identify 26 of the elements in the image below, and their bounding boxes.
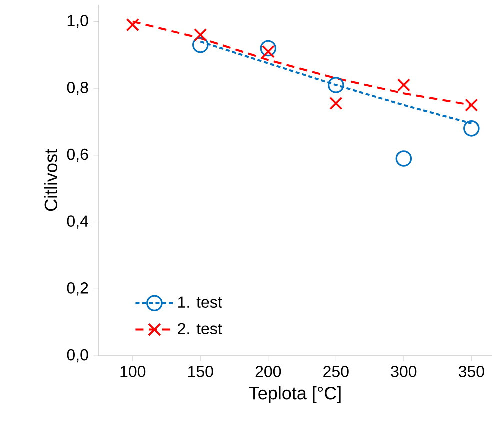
x-tick-label: 100	[120, 366, 146, 378]
point	[260, 40, 277, 57]
point	[464, 120, 480, 137]
y-tick-label: 0,0	[67, 349, 88, 363]
point	[330, 97, 343, 110]
legend-label: 2. test	[178, 323, 222, 335]
y-tick-label: 0,6	[67, 148, 88, 162]
point	[192, 36, 209, 54]
x-tick-label: 200	[256, 366, 282, 378]
x-tick-label: 250	[324, 366, 349, 378]
point	[465, 98, 478, 112]
point	[396, 150, 412, 167]
y-tick-label: 0,4	[67, 216, 88, 229]
legend-label: 1. test	[178, 296, 222, 308]
x-tick-label: 350	[458, 366, 484, 378]
x-axis-title: Teplota [°C]	[249, 386, 341, 404]
x-tick-label: 300	[391, 366, 417, 378]
y-tick-label: 1,0	[68, 15, 88, 28]
y-axis-title: Citlivost	[44, 149, 58, 212]
point	[328, 77, 344, 94]
y-tick-label: 0,2	[67, 282, 88, 296]
y-tick-label: 0,8	[67, 82, 88, 96]
point	[126, 18, 140, 32]
point	[194, 28, 208, 42]
point	[397, 78, 411, 92]
x-tick-label: 150	[188, 366, 214, 378]
